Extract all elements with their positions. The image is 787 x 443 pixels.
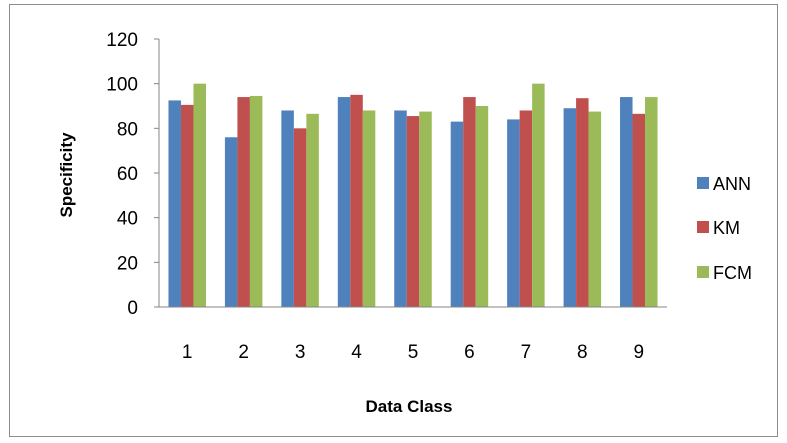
bar-ann-2 [224, 137, 238, 307]
bar-km-1 [180, 104, 194, 307]
y-tick-label: 20 [117, 253, 138, 274]
bar-km-7 [519, 110, 533, 307]
legend: ANN KM FCM [697, 174, 752, 283]
bar-fcm-6 [475, 106, 489, 307]
legend-label-ann: ANN [713, 174, 751, 194]
bars [168, 83, 658, 308]
y-tick-label: 60 [117, 164, 138, 185]
x-tick-label: 9 [633, 342, 644, 363]
x-axis-title: Data Class [366, 397, 453, 416]
x-tick-label: 4 [351, 342, 362, 363]
legend-label-fcm: FCM [713, 263, 752, 283]
y-tick-label: 100 [106, 75, 138, 96]
legend-swatch-km [697, 221, 709, 233]
bar-fcm-1 [193, 83, 206, 308]
bar-ann-4 [337, 97, 351, 307]
y-tick-label: 80 [117, 119, 138, 140]
bar-km-5 [406, 116, 420, 307]
bar-km-8 [576, 98, 589, 307]
bar-fcm-5 [419, 111, 432, 307]
axes [158, 39, 667, 308]
legend-swatch-ann [697, 177, 709, 189]
x-tick-label: 3 [295, 342, 306, 363]
bar-km-4 [350, 94, 363, 307]
legend-swatch-fcm [697, 266, 709, 278]
bar-ann-3 [281, 110, 294, 307]
x-tick-label: 2 [238, 342, 249, 363]
y-tick-label: 40 [117, 209, 138, 230]
x-tick-label: 7 [521, 342, 532, 363]
y-axis-ticks: 0 20 40 60 80 100 120 [106, 30, 159, 319]
bar-fcm-9 [645, 97, 658, 307]
bar-km-9 [632, 113, 646, 307]
x-tick-label: 5 [408, 342, 419, 363]
y-tick-label: 120 [106, 30, 138, 51]
bar-km-6 [463, 97, 476, 307]
x-axis-ticks: 1 2 3 4 5 6 7 8 9 [182, 342, 644, 363]
bar-ann-6 [450, 121, 464, 307]
bar-ann-1 [168, 100, 181, 308]
legend-label-km: KM [713, 218, 740, 238]
bar-ann-8 [563, 108, 577, 307]
y-tick-label: 0 [127, 298, 138, 319]
bar-ann-5 [394, 110, 407, 307]
x-tick-label: 1 [182, 342, 193, 363]
bar-fcm-3 [306, 113, 319, 307]
bar-ann-9 [620, 97, 633, 307]
bar-fcm-4 [362, 110, 376, 307]
x-tick-label: 8 [577, 342, 588, 363]
x-tick-label: 6 [464, 342, 475, 363]
y-axis-title: Specificity [57, 132, 76, 218]
bar-ann-7 [507, 119, 520, 308]
bar-fcm-2 [249, 95, 263, 307]
bar-km-2 [237, 97, 250, 307]
bar-fcm-8 [588, 111, 602, 307]
bar-km-3 [293, 128, 307, 307]
bar-fcm-7 [532, 83, 545, 308]
